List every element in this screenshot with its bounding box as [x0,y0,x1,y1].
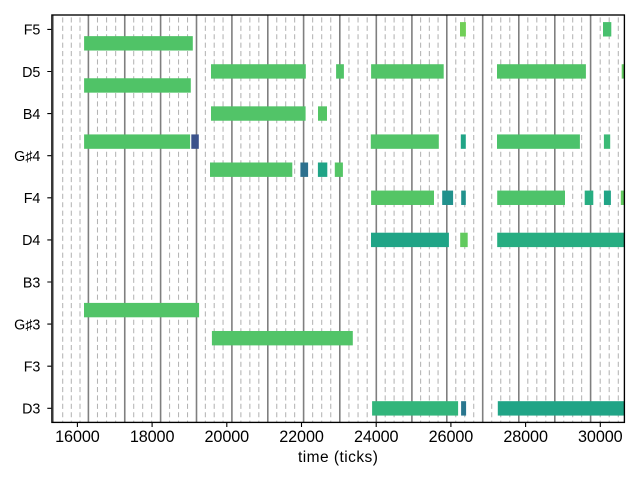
svg-text:24000: 24000 [354,428,399,446]
svg-text:time (ticks): time (ticks) [298,449,378,466]
svg-text:G♯4: G♯4 [14,149,40,165]
svg-text:30000: 30000 [578,428,623,446]
svg-text:D5: D5 [22,65,40,81]
svg-text:B4: B4 [23,107,41,123]
svg-text:20000: 20000 [205,428,250,446]
svg-text:F3: F3 [24,360,41,376]
svg-text:18000: 18000 [130,428,175,446]
svg-text:F4: F4 [24,191,41,207]
svg-text:F5: F5 [24,23,41,39]
svg-text:26000: 26000 [429,428,474,446]
svg-text:D3: D3 [22,402,40,418]
svg-text:16000: 16000 [55,428,100,446]
svg-text:B3: B3 [23,275,41,291]
svg-text:22000: 22000 [279,428,324,446]
svg-text:D4: D4 [22,233,40,249]
svg-text:G♯3: G♯3 [14,317,40,333]
svg-text:28000: 28000 [503,428,548,446]
